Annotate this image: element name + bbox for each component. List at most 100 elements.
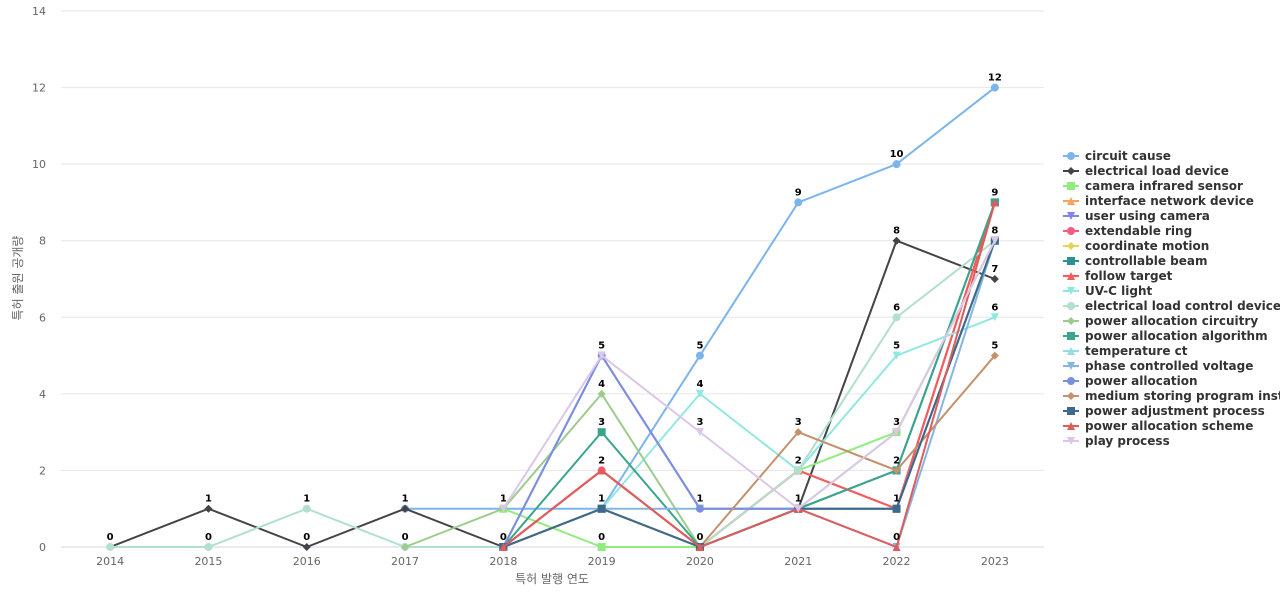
data-point	[302, 504, 311, 513]
legend-item[interactable]: follow target	[1063, 268, 1280, 283]
legend-marker-icon	[1063, 211, 1079, 220]
y-tick-label: 0	[39, 541, 46, 554]
legend-label: medium storing program inst...	[1085, 388, 1280, 403]
legend-marker-icon	[1063, 196, 1079, 205]
series-line	[502, 239, 996, 510]
x-tick-label: 2015	[194, 555, 222, 568]
legend-item[interactable]: power allocation scheme	[1063, 418, 1280, 433]
legend-label: power allocation scheme	[1085, 418, 1254, 433]
legend-item[interactable]: camera infrared sensor	[1063, 178, 1280, 193]
data-point	[990, 198, 999, 207]
legend-item[interactable]: temperature ct	[1063, 343, 1280, 358]
data-label: 0	[598, 532, 605, 543]
x-tick-label: 2023	[981, 555, 1009, 568]
legend-label: interface network device	[1085, 193, 1254, 208]
legend-marker-icon	[1063, 301, 1079, 310]
legend-item[interactable]: extendable ring	[1063, 223, 1280, 238]
data-point	[597, 466, 606, 475]
x-axis-title: 특허 발행 연도	[515, 571, 589, 586]
data-label: 1	[893, 494, 900, 505]
legend-marker-icon	[1063, 331, 1079, 340]
legend-marker-icon	[1063, 166, 1079, 175]
y-tick-label: 12	[32, 82, 46, 95]
legend-marker-icon	[1063, 316, 1079, 325]
legend-item[interactable]: phase controlled voltage	[1063, 358, 1280, 373]
x-axis-ticks: 2014 2015 2016 2017 2018 2019 2020 2021 2022 2023	[96, 555, 1009, 568]
legend-item[interactable]: interface network device	[1063, 193, 1280, 208]
x-tick-label: 2021	[784, 555, 812, 568]
data-point	[892, 313, 901, 322]
data-point	[990, 275, 999, 283]
data-label: 1	[696, 494, 703, 505]
data-point	[1067, 421, 1075, 430]
data-point	[1067, 406, 1075, 415]
data-point	[1067, 286, 1075, 295]
data-label: 5	[893, 341, 900, 352]
data-label: 8	[991, 226, 998, 237]
data-label: 0	[696, 532, 703, 543]
data-point	[695, 504, 704, 513]
data-point	[1067, 196, 1075, 205]
data-label: 3	[598, 417, 605, 428]
legend-item[interactable]: UV-C light	[1063, 283, 1280, 298]
legend-item[interactable]: power adjustment process	[1063, 403, 1280, 418]
legend-item[interactable]: circuit cause	[1063, 148, 1280, 163]
x-tick-label: 2019	[588, 555, 616, 568]
data-point	[1067, 241, 1075, 250]
legend-marker-icon	[1063, 286, 1079, 295]
chart-legend[interactable]: circuit cause electrical load device camer…	[1063, 148, 1280, 448]
series	[499, 236, 999, 513]
data-point	[1067, 256, 1075, 265]
data-label: 4	[598, 379, 605, 390]
legend-item[interactable]: power allocation circuitry	[1063, 313, 1280, 328]
data-label: 1	[205, 494, 212, 505]
legend-item[interactable]: controllable beam	[1063, 253, 1280, 268]
legend-label: user using camera	[1085, 208, 1210, 223]
data-point	[892, 543, 901, 551]
series-line	[502, 201, 996, 548]
data-point	[1067, 301, 1075, 310]
data-point	[401, 543, 410, 551]
y-tick-label: 4	[39, 388, 46, 401]
data-point	[794, 466, 803, 475]
data-point	[401, 504, 410, 513]
data-label: 0	[107, 532, 114, 543]
data-point	[892, 236, 901, 245]
legend-item[interactable]: power allocation	[1063, 373, 1280, 388]
data-label: 12	[988, 73, 1002, 84]
legend-item[interactable]: electrical load device	[1063, 163, 1280, 178]
data-point	[1067, 346, 1075, 355]
legend-item[interactable]: power allocation algorithm	[1063, 328, 1280, 343]
legend-label: electrical load device	[1085, 163, 1229, 178]
legend-label: power allocation algorithm	[1085, 328, 1268, 343]
series-lines	[106, 83, 999, 551]
legend-item[interactable]: coordinate motion	[1063, 238, 1280, 253]
data-point	[597, 543, 606, 551]
data-label: 1	[598, 494, 605, 505]
legend-marker-icon	[1063, 241, 1079, 250]
data-point	[1067, 316, 1075, 325]
legend-marker-icon	[1063, 256, 1079, 265]
data-point	[302, 543, 311, 551]
data-label: 3	[893, 417, 900, 428]
data-point	[990, 313, 999, 322]
data-point	[1067, 226, 1075, 235]
data-label: 4	[696, 379, 703, 390]
legend-label: camera infrared sensor	[1085, 178, 1243, 193]
data-label: 5	[598, 341, 605, 352]
data-point	[1067, 151, 1075, 160]
y-tick-label: 14	[32, 5, 46, 18]
data-point	[892, 504, 901, 513]
legend-marker-icon	[1063, 376, 1079, 385]
legend-item[interactable]: user using camera	[1063, 208, 1280, 223]
legend-marker-icon	[1063, 391, 1079, 400]
data-label: 0	[402, 532, 409, 543]
x-tick-label: 2022	[883, 555, 911, 568]
legend-item[interactable]: play process	[1063, 433, 1280, 448]
legend-item[interactable]: electrical load control device	[1063, 298, 1280, 313]
data-point	[597, 428, 606, 437]
legend-item[interactable]: medium storing program inst...	[1063, 388, 1280, 403]
legend-label: controllable beam	[1085, 253, 1208, 268]
data-point	[1067, 271, 1075, 280]
